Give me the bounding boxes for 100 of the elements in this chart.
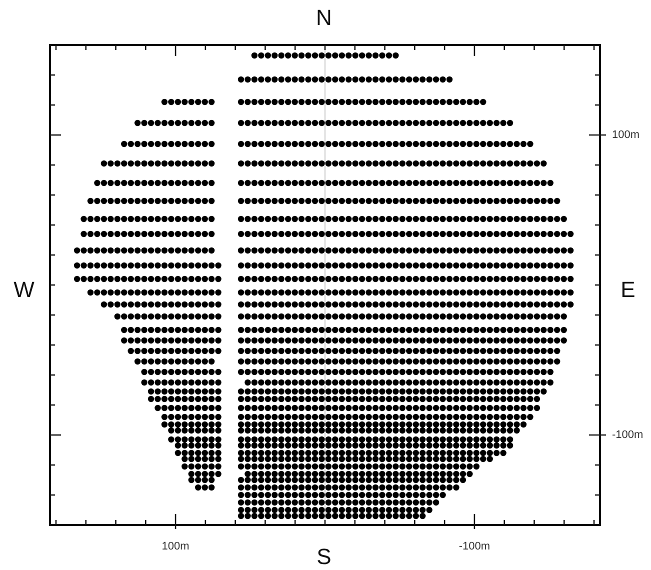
- point: [154, 368, 161, 376]
- point: [486, 456, 493, 462]
- point: [264, 414, 272, 420]
- point: [305, 492, 312, 498]
- point: [506, 358, 514, 365]
- point: [168, 98, 174, 106]
- point: [278, 456, 284, 462]
- point: [419, 414, 426, 420]
- point: [202, 456, 208, 462]
- point: [298, 404, 305, 412]
- point: [272, 492, 278, 498]
- point: [486, 140, 493, 148]
- point: [493, 379, 500, 386]
- point: [352, 436, 358, 443]
- point: [406, 414, 412, 420]
- point: [514, 140, 520, 148]
- point: [358, 499, 366, 506]
- point: [514, 388, 520, 395]
- point: [202, 396, 208, 402]
- point: [386, 120, 392, 126]
- point: [547, 368, 554, 376]
- point: [352, 379, 358, 386]
- point: [480, 436, 486, 443]
- point: [500, 120, 506, 126]
- point: [527, 140, 534, 148]
- point: [298, 506, 305, 514]
- point: [506, 396, 514, 402]
- point: [238, 368, 244, 376]
- point: [379, 52, 386, 59]
- point: [298, 120, 305, 126]
- point: [406, 98, 412, 106]
- point: [312, 98, 318, 106]
- point: [208, 140, 215, 148]
- point: [426, 450, 432, 456]
- point: [379, 427, 386, 434]
- point: [500, 442, 506, 449]
- point: [215, 379, 222, 386]
- point: [284, 506, 292, 514]
- point: [325, 512, 332, 520]
- point: [460, 421, 466, 428]
- point: [506, 368, 514, 376]
- point: [514, 414, 520, 420]
- point: [332, 470, 338, 478]
- point: [244, 388, 251, 395]
- point: [208, 379, 215, 386]
- point: [278, 484, 284, 491]
- point: [366, 512, 372, 520]
- point: [426, 476, 432, 484]
- point: [258, 484, 264, 491]
- point: [338, 456, 345, 462]
- point: [466, 421, 473, 428]
- point: [419, 470, 426, 478]
- point: [202, 388, 208, 395]
- point: [318, 379, 325, 386]
- point: [182, 396, 188, 402]
- point: [358, 414, 366, 420]
- point: [188, 470, 194, 478]
- point: [195, 396, 202, 402]
- point: [278, 442, 284, 449]
- point: [460, 140, 466, 148]
- point: [392, 427, 399, 434]
- point: [161, 396, 168, 402]
- point: [426, 442, 432, 449]
- point: [272, 450, 278, 456]
- point: [325, 140, 332, 148]
- point: [412, 76, 419, 83]
- point: [480, 404, 486, 412]
- point: [332, 456, 338, 462]
- point: [298, 492, 305, 498]
- point: [412, 463, 419, 470]
- point: [419, 492, 426, 498]
- point: [215, 388, 222, 395]
- point: [432, 120, 440, 126]
- point: [473, 140, 480, 148]
- point: [466, 442, 473, 449]
- point: [278, 98, 284, 106]
- point: [174, 436, 182, 443]
- point: [208, 436, 215, 443]
- point: [346, 456, 352, 462]
- point: [460, 414, 466, 420]
- point: [272, 442, 278, 449]
- point: [208, 442, 215, 449]
- point: [392, 421, 399, 428]
- point: [527, 358, 534, 365]
- point: [386, 98, 392, 106]
- point: [215, 450, 222, 456]
- point: [305, 506, 312, 514]
- point: [392, 368, 399, 376]
- point: [298, 436, 305, 443]
- point: [432, 396, 440, 402]
- point: [460, 427, 466, 434]
- point: [432, 368, 440, 376]
- point: [174, 450, 182, 456]
- point: [500, 140, 506, 148]
- point: [514, 404, 520, 412]
- point: [284, 499, 292, 506]
- point: [386, 450, 392, 456]
- point: [466, 414, 473, 420]
- point: [278, 427, 284, 434]
- point: [392, 396, 399, 402]
